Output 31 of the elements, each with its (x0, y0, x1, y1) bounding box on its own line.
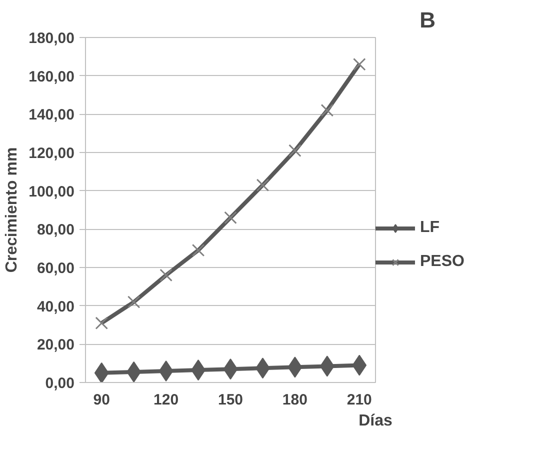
legend-label: PESO (420, 253, 464, 271)
y-tick-label: 160,00 (28, 68, 75, 86)
text: B (420, 8, 436, 32)
x-tick-label: 180 (282, 392, 308, 408)
x-tick-label: 120 (154, 392, 179, 408)
y-tick-label: 40,00 (36, 298, 75, 316)
point (320, 104, 334, 117)
point (158, 360, 174, 382)
point (95, 316, 108, 330)
point (352, 58, 366, 71)
point (192, 244, 205, 257)
point (94, 362, 109, 382)
point (256, 178, 270, 192)
y-tick-label: 120,00 (28, 145, 75, 162)
y-axis-title: Crecimiento mm (4, 147, 21, 273)
x-tick-label: 210 (346, 392, 372, 408)
point (224, 211, 237, 224)
y-tick-label: 180,00 (28, 30, 75, 47)
y-tick-label: 20,00 (36, 336, 75, 354)
x-tick-label: 150 (218, 392, 244, 408)
legend-label: LF (420, 219, 440, 237)
y-tick-label: 100,00 (28, 183, 75, 200)
y-tick-label: 140,00 (28, 106, 75, 124)
point (160, 268, 172, 282)
point (127, 296, 140, 308)
y-tick-label: 80,00 (36, 222, 75, 239)
y-tick-label: 60,00 (36, 260, 75, 277)
x-axis-title: Días (358, 412, 392, 430)
y-tick-label: 0,00 (45, 375, 75, 392)
x-tick-label: 90 (93, 392, 110, 408)
point (288, 144, 302, 157)
